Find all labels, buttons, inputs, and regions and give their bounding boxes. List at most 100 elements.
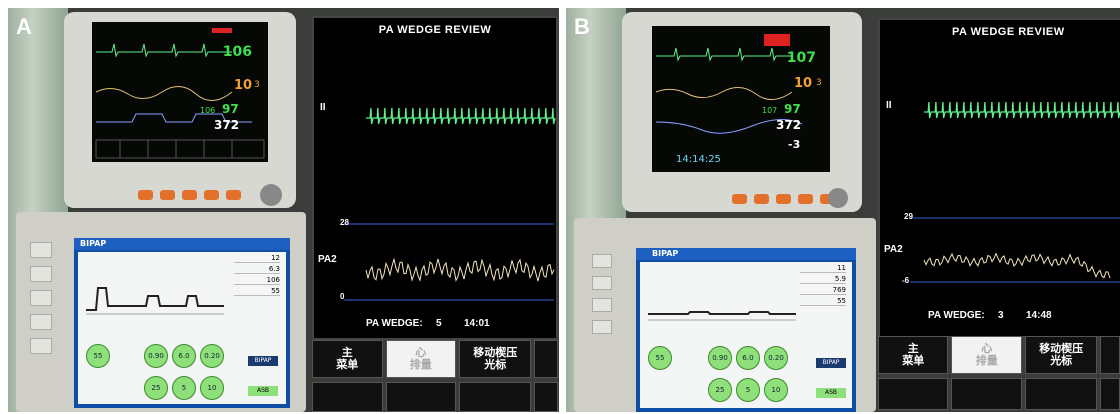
mid-value: 10 (234, 78, 253, 93)
vent-side-key[interactable] (30, 266, 52, 282)
vent-side-key[interactable] (592, 320, 612, 334)
vent-value: 11 (800, 264, 846, 273)
monitor-key[interactable] (798, 194, 813, 204)
monitor-screen: 106 10 3 106 97 372 (92, 22, 268, 162)
cardiac-output-button[interactable]: 心排量 (951, 336, 1022, 374)
vent-setting-circle[interactable]: 10 (764, 378, 788, 402)
monitor-key[interactable] (182, 190, 197, 200)
main-menu-button[interactable]: 主菜单 (878, 336, 949, 374)
review-button-row: 主菜单 心排量 移动楔压 光标 (878, 336, 1120, 374)
panel-label-b: B (574, 14, 590, 39)
vent-setting-circle[interactable]: 5 (736, 378, 760, 402)
monitor-key[interactable] (138, 190, 153, 200)
wedge-time: 14:48 (1026, 310, 1052, 321)
vent-setting-circle[interactable]: 55 (86, 344, 110, 368)
vent-side-key[interactable] (30, 338, 52, 354)
wedge-value: 3 (998, 310, 1004, 321)
asb-button[interactable]: ASB (248, 386, 278, 396)
move-wedge-cursor-button[interactable]: 移动楔压 光标 (459, 340, 532, 378)
asb-button[interactable]: ASB (816, 388, 846, 398)
negative-value: -3 (788, 138, 801, 151)
vent-setting-circle[interactable]: 5 (172, 376, 196, 400)
bottom-value: 372 (214, 118, 240, 132)
ecg-lead-label: II (886, 100, 892, 111)
channel-label: PA2 (884, 244, 903, 255)
blank-button[interactable] (534, 382, 558, 412)
vent-setting-circle[interactable]: 0.90 (708, 346, 732, 370)
panel-a: A 106 10 3 106 97 372 (8, 8, 559, 412)
vent-mode-title: BIPAP (652, 249, 679, 258)
vent-setting-circle[interactable]: 0.20 (764, 346, 788, 370)
move-wedge-cursor-button[interactable]: 移动楔压 光标 (1024, 336, 1098, 374)
ventilator: BIPAP 12 6.3 106 55 55 0.90 6.0 0.20 25 … (16, 212, 306, 412)
vent-side-key[interactable] (592, 254, 612, 268)
wedge-time: 14:01 (464, 318, 490, 329)
vent-setting-circle[interactable]: 55 (648, 346, 672, 370)
patient-monitor: 106 10 3 106 97 372 (64, 12, 296, 208)
monitor-key[interactable] (776, 194, 791, 204)
scale-top: 28 (340, 218, 349, 227)
wedge-label: PA WEDGE: (928, 310, 985, 321)
pa-wedge-review-screen: PA WEDGE REVIEW II 28 PA2 0 PA WEDGE: 5 … (312, 16, 558, 340)
vent-side-key[interactable] (30, 314, 52, 330)
monitor-key[interactable] (754, 194, 769, 204)
monitor-key[interactable] (820, 194, 835, 204)
vent-value: 769 (800, 286, 846, 295)
vent-side-key[interactable] (592, 298, 612, 312)
blank-button[interactable] (1024, 378, 1098, 410)
monitor-screen: 107 10 3 107 97 372 -3 14:14:25 (652, 26, 830, 172)
vent-setting-circle[interactable]: 25 (708, 378, 732, 402)
monitor-key[interactable] (204, 190, 219, 200)
blank-button[interactable] (385, 382, 456, 412)
patient-monitor: 107 10 3 107 97 372 -3 14:14:25 (622, 12, 862, 212)
blank-button[interactable] (1100, 378, 1120, 410)
vent-setting-circle[interactable]: 0.20 (200, 344, 224, 368)
main-menu-button[interactable]: 主菜单 (312, 340, 383, 378)
blank-button[interactable] (1100, 336, 1120, 374)
spo2-value: 97 (222, 102, 239, 116)
monitor-key[interactable] (160, 190, 175, 200)
blank-button[interactable] (878, 378, 949, 410)
ventilator-screen: BIPAP 11 5.9 769 55 55 0.90 6.0 0.20 25 … (636, 248, 856, 412)
monitor-key[interactable] (226, 190, 241, 200)
trim-knob[interactable] (260, 184, 282, 206)
ecg-lead-label: II (320, 102, 326, 113)
bipap-mode-button[interactable]: BIPAP (816, 358, 846, 368)
blank-button[interactable] (951, 378, 1022, 410)
vent-side-key[interactable] (592, 276, 612, 290)
vent-setting-circle[interactable]: 10 (200, 376, 224, 400)
cardiac-output-button[interactable]: 心排量 (385, 340, 456, 378)
monitor-clock: 14:14:25 (676, 154, 721, 165)
vent-setting-circle[interactable]: 6.0 (172, 344, 196, 368)
wedge-label: PA WEDGE: (366, 318, 423, 329)
vent-side-key[interactable] (30, 290, 52, 306)
blank-button[interactable] (459, 382, 532, 412)
ventilator-screen: BIPAP 12 6.3 106 55 55 0.90 6.0 0.20 25 … (74, 238, 290, 408)
channel-label: PA2 (318, 254, 337, 265)
vent-value: 55 (234, 287, 280, 296)
bipap-mode-button[interactable]: BIPAP (248, 356, 278, 366)
vent-setting-circle[interactable]: 0.90 (144, 344, 168, 368)
review-waveforms (344, 107, 556, 301)
vent-side-key[interactable] (30, 242, 52, 258)
review-button-row-2 (312, 382, 558, 412)
review-title: PA WEDGE REVIEW (952, 26, 1065, 38)
panel-b: B 107 10 3 107 97 372 -3 14:14:25 (566, 8, 1120, 412)
scale-bottom: -6 (902, 276, 910, 285)
vent-setting-circle[interactable]: 6.0 (736, 346, 760, 370)
spo2-small-value: 106 (200, 106, 216, 115)
vent-setting-circle[interactable]: 25 (144, 376, 168, 400)
trim-knob[interactable] (828, 188, 848, 208)
scale-top: 29 (904, 212, 913, 221)
blank-button[interactable] (534, 340, 558, 378)
monitor-key[interactable] (732, 194, 747, 204)
review-title: PA WEDGE REVIEW (378, 24, 492, 36)
mid-small-value: 3 (816, 78, 822, 88)
vent-value: 5.9 (800, 275, 846, 284)
heart-rate-value: 106 (222, 44, 252, 60)
blank-button[interactable] (312, 382, 383, 412)
vent-value: 55 (800, 297, 846, 306)
mid-small-value: 3 (254, 80, 260, 90)
scale-bottom: 0 (340, 292, 345, 301)
wedge-value: 5 (436, 318, 442, 329)
